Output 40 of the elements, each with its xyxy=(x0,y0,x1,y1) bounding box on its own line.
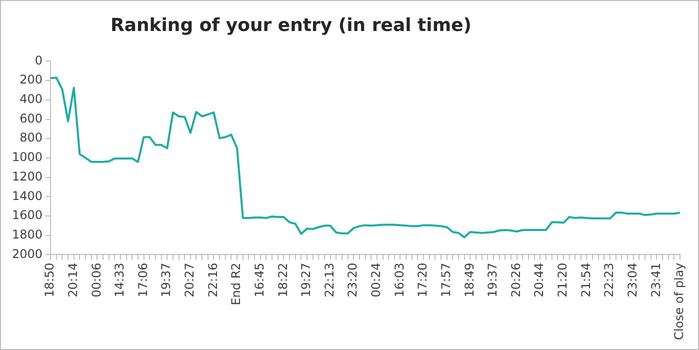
y-tick-label: 1400 xyxy=(12,188,43,203)
x-tick-label: 21:20 xyxy=(556,262,570,298)
y-tick-label: 800 xyxy=(20,130,43,145)
chart-title: Ranking of your entry (in real time) xyxy=(109,15,473,36)
x-tick-label: 22:16 xyxy=(206,262,220,298)
x-tick-label: 18:50 xyxy=(42,262,57,298)
y-tick-label: 0 xyxy=(34,53,43,68)
y-tick-label: 1200 xyxy=(12,169,43,184)
y-tick-label: 1800 xyxy=(12,227,43,242)
x-tick-label: 17:06 xyxy=(136,262,150,298)
x-tick-label: 19:37 xyxy=(486,262,500,298)
x-tick-label: 19:37 xyxy=(159,262,174,298)
x-tick-label: 17:20 xyxy=(416,262,430,298)
x-tick-label: 16:03 xyxy=(392,262,406,298)
x-tick-label: 19:27 xyxy=(299,262,314,298)
x-tick-label: 22:23 xyxy=(602,262,616,298)
x-tick-label: 17:57 xyxy=(438,262,453,298)
x-tick-label: 21:54 xyxy=(578,262,593,298)
x-tick-label: 23:20 xyxy=(346,262,360,298)
x-tick-label: 23:04 xyxy=(626,262,640,298)
x-tick-label: 20:26 xyxy=(508,262,523,298)
x-tick-label: 16:45 xyxy=(252,262,266,298)
x-tick-label: 20:44 xyxy=(532,262,546,298)
y-tick-label: 200 xyxy=(20,72,43,87)
y-tick-label: 1600 xyxy=(12,208,43,222)
x-tick-label: 20:27 xyxy=(182,262,197,298)
y-tick-label: 400 xyxy=(20,92,43,106)
x-tick-label: Close of play xyxy=(672,262,686,340)
x-tick-label: End R2 xyxy=(229,262,244,306)
x-tick-label: 22:13 xyxy=(322,262,336,298)
y-tick-label: 2000 xyxy=(12,246,43,261)
x-tick-label: 20:14 xyxy=(66,262,80,298)
x-tick-label: 18:22 xyxy=(276,262,290,298)
x-tick-label: 00:06 xyxy=(89,262,104,298)
x-tick-label: 14:33 xyxy=(112,262,127,298)
y-tick-label: 1000 xyxy=(12,150,43,164)
x-tick-label: 23:41 xyxy=(648,262,663,298)
x-tick-label: 00:24 xyxy=(369,262,384,298)
y-tick-label: 600 xyxy=(20,111,43,126)
x-tick-label: 18:49 xyxy=(462,262,476,298)
